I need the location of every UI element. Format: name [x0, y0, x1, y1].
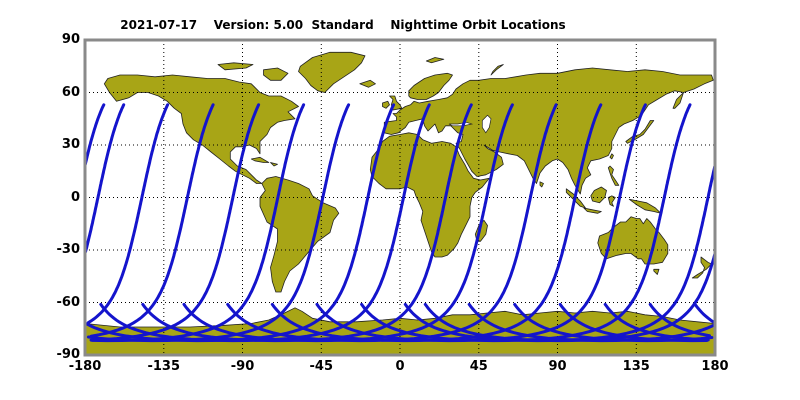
y-tick-label: -30 [56, 242, 81, 257]
x-tick-label: 135 [622, 359, 650, 374]
land-novaya-zemlya [490, 64, 504, 76]
y-tick-label: 90 [61, 32, 80, 47]
x-tick-label: -180 [68, 359, 102, 374]
y-tick-label: -90 [56, 347, 81, 362]
land-ireland [382, 100, 390, 109]
land-new-zealand [691, 256, 712, 279]
y-tick-label: 0 [70, 189, 80, 205]
x-tick-label: 0 [395, 359, 405, 374]
land-taiwan [609, 153, 614, 160]
land-borneo [590, 186, 607, 204]
orbit-track [85, 103, 396, 343]
orbit-track [648, 302, 711, 338]
orbit-track [86, 103, 170, 325]
land-cuba [250, 156, 270, 163]
y-tick-label: -60 [56, 294, 81, 310]
land-java [583, 207, 602, 214]
x-tick-label: -135 [147, 359, 181, 374]
graticule-layer [85, 40, 715, 355]
plot-frame [83, 38, 717, 357]
orbit-track [85, 103, 126, 254]
orbit-track [90, 103, 306, 343]
land-north-america [103, 74, 299, 184]
orbit-track [467, 302, 715, 343]
orbit-track [558, 302, 709, 343]
land-layer [85, 51, 715, 355]
x-tick-label: 90 [548, 359, 567, 374]
y-tick-label: 60 [61, 84, 80, 100]
x-tick-label: 45 [469, 359, 488, 374]
land-philippines [607, 165, 620, 186]
orbit-track [423, 252, 715, 343]
land-greenland [298, 51, 366, 93]
orbit-track [86, 103, 351, 343]
x-tick-label: -45 [309, 359, 334, 374]
land-sulawesi [607, 195, 616, 207]
x-tick-label: -90 [230, 359, 255, 374]
land-south-america [259, 176, 340, 293]
y-tick-label: 30 [61, 137, 80, 152]
orbit-track [89, 103, 261, 342]
orbit-track [603, 302, 710, 342]
orbit-track [89, 103, 215, 338]
x-tick-label: 180 [701, 359, 729, 374]
orbit-tracks-layer [85, 103, 715, 343]
orbit-track [693, 302, 715, 324]
orbit-track [85, 103, 106, 167]
lake-caspian-sea [481, 114, 492, 134]
plot-title: 2021-07-17 Version: 5.00 Standard Nightt… [120, 18, 566, 32]
lake-black-sea [448, 121, 474, 127]
orbit-track [403, 165, 715, 343]
land-svalbard [425, 57, 445, 64]
land-iceland [359, 79, 376, 88]
land-scandinavia [408, 72, 453, 100]
land-hispaniola [270, 162, 278, 167]
land-baffin [263, 67, 289, 81]
land-kamchatka [672, 92, 684, 109]
land-sri-lanka [539, 181, 544, 188]
land-eurasia [383, 67, 714, 195]
land-tasmania [653, 268, 660, 275]
